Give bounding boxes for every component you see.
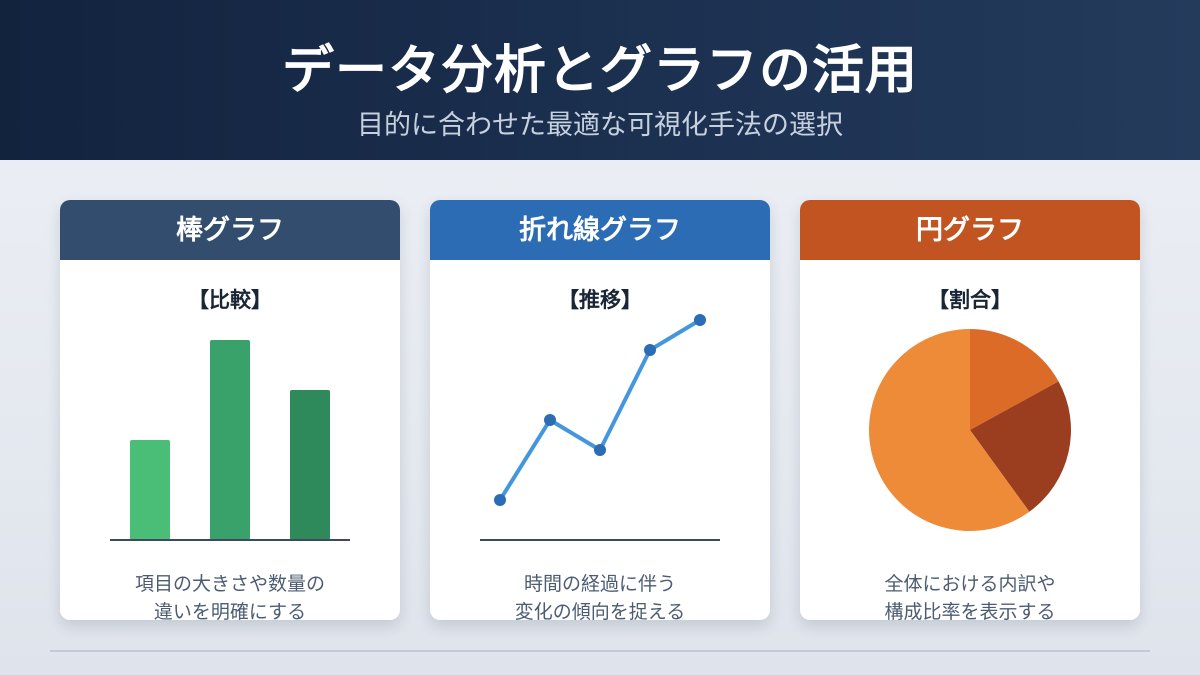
bar-chart-card: 棒グラフ 【比較】 項目の大きさや数量の 違いを明確にする [60, 200, 400, 620]
pie-chart-card: 円グラフ 【割合】 全体における内訳や 構成比率を表示する [800, 200, 1140, 620]
header: データ分析とグラフの活用 目的に合わせた最適な可視化手法の選択 [0, 0, 1200, 160]
footer-divider [50, 650, 1150, 652]
line-chart-card: 折れ線グラフ 【推移】 時間の経過に伴う 変化の傾向を捉える [430, 200, 770, 620]
line-point-5 [694, 314, 706, 326]
line-card-header: 折れ線グラフ [430, 200, 770, 260]
pie-card-header: 円グラフ [800, 200, 1140, 260]
line-card-description: 時間の経過に伴う 変化の傾向を捉える [514, 573, 686, 620]
pie-slice-2 [970, 381, 1071, 512]
line-point-2 [544, 414, 556, 426]
bar-2 [210, 340, 250, 540]
line-chart [480, 314, 720, 541]
page-title: データ分析とグラフの活用 [281, 41, 918, 101]
bar-chart [110, 340, 350, 541]
pie-card-purpose: 【割合】 [928, 288, 1012, 312]
pie-slice-1 [970, 329, 1059, 430]
bar-card-header: 棒グラフ [60, 200, 400, 260]
bar-3 [290, 390, 330, 540]
line-point-4 [644, 344, 656, 356]
bar-card-description: 項目の大きさや数量の 違いを明確にする [134, 573, 325, 620]
line-point-1 [494, 494, 506, 506]
page-subtitle: 目的に合わせた最適な可視化手法の選択 [357, 110, 843, 141]
line-point-3 [594, 444, 606, 456]
line-series [498, 318, 702, 502]
bar-card-purpose: 【比較】 [188, 288, 272, 312]
pie-slice-3 [869, 329, 1030, 531]
pie-card-description: 全体における内訳や 構成比率を表示する [884, 573, 1056, 620]
bar-1 [130, 440, 170, 540]
pie-chart [869, 329, 1071, 531]
line-card-purpose: 【推移】 [558, 288, 642, 312]
